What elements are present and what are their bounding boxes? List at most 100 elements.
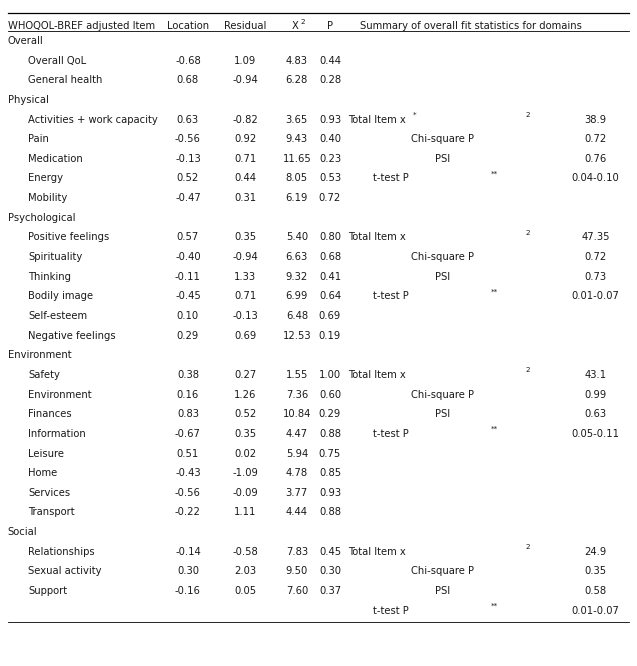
Text: 4.47: 4.47 [286, 429, 308, 439]
Text: -0.45: -0.45 [175, 292, 201, 302]
Text: 0.58: 0.58 [585, 586, 606, 596]
Text: 5.40: 5.40 [286, 232, 308, 242]
Text: 0.57: 0.57 [177, 232, 199, 242]
Text: Mobility: Mobility [28, 193, 68, 203]
Text: 0.75: 0.75 [319, 449, 341, 459]
Text: -0.82: -0.82 [233, 115, 258, 125]
Text: 0.05: 0.05 [234, 586, 256, 596]
Text: -0.11: -0.11 [175, 272, 201, 282]
Text: -0.47: -0.47 [175, 193, 201, 203]
Text: **: ** [491, 603, 498, 609]
Text: 0.52: 0.52 [234, 409, 256, 420]
Text: 0.60: 0.60 [319, 390, 341, 400]
Text: 47.35: 47.35 [582, 232, 610, 242]
Text: t-test P: t-test P [373, 606, 409, 616]
Text: Sexual activity: Sexual activity [28, 566, 101, 577]
Text: 0.30: 0.30 [177, 566, 199, 577]
Text: Negative feelings: Negative feelings [28, 331, 116, 341]
Text: 2: 2 [525, 230, 530, 236]
Text: 0.53: 0.53 [319, 174, 341, 184]
Text: General health: General health [28, 75, 103, 85]
Text: 9.50: 9.50 [286, 566, 308, 577]
Text: -0.58: -0.58 [233, 547, 258, 557]
Text: 2: 2 [525, 112, 530, 118]
Text: 0.27: 0.27 [234, 370, 256, 380]
Text: 0.23: 0.23 [319, 154, 341, 164]
Text: Transport: Transport [28, 507, 75, 517]
Text: 0.38: 0.38 [177, 370, 199, 380]
Text: **: ** [491, 289, 498, 295]
Text: Chi-square P: Chi-square P [411, 566, 474, 577]
Text: 0.69: 0.69 [319, 311, 341, 321]
Text: 0.40: 0.40 [319, 134, 341, 145]
Text: 0.35: 0.35 [585, 566, 606, 577]
Text: -0.14: -0.14 [175, 547, 201, 557]
Text: 0.99: 0.99 [585, 390, 606, 400]
Text: Information: Information [28, 429, 86, 439]
Text: Overall: Overall [8, 36, 43, 46]
Text: Relationships: Relationships [28, 547, 95, 557]
Text: Services: Services [28, 488, 70, 498]
Text: 2: 2 [525, 368, 530, 374]
Text: Activities + work capacity: Activities + work capacity [28, 115, 158, 125]
Text: 0.63: 0.63 [177, 115, 199, 125]
Text: Environment: Environment [8, 350, 71, 360]
Text: -0.13: -0.13 [175, 154, 201, 164]
Text: Summary of overall fit statistics for domains: Summary of overall fit statistics for do… [360, 21, 582, 31]
Text: 0.76: 0.76 [585, 154, 606, 164]
Text: 6.48: 6.48 [286, 311, 308, 321]
Text: 2: 2 [525, 544, 530, 550]
Text: Total Item x: Total Item x [348, 115, 406, 125]
Text: Thinking: Thinking [28, 272, 71, 282]
Text: 7.36: 7.36 [286, 390, 308, 400]
Text: **: ** [491, 171, 498, 177]
Text: 43.1: 43.1 [585, 370, 606, 380]
Text: 0.72: 0.72 [319, 193, 341, 203]
Text: 0.73: 0.73 [585, 272, 606, 282]
Text: Chi-square P: Chi-square P [411, 252, 474, 262]
Text: 6.63: 6.63 [286, 252, 308, 262]
Text: Environment: Environment [28, 390, 92, 400]
Text: Bodily image: Bodily image [28, 292, 93, 302]
Text: 0.02: 0.02 [234, 449, 256, 459]
Text: 0.68: 0.68 [319, 252, 341, 262]
Text: Self-esteem: Self-esteem [28, 311, 87, 321]
Text: 0.37: 0.37 [319, 586, 341, 596]
Text: Social: Social [8, 527, 38, 537]
Text: 1.11: 1.11 [234, 507, 257, 517]
Text: Physical: Physical [8, 95, 48, 105]
Text: 6.99: 6.99 [285, 292, 308, 302]
Text: 0.04-0.10: 0.04-0.10 [572, 174, 619, 184]
Text: 0.01-0.07: 0.01-0.07 [571, 292, 620, 302]
Text: 7.83: 7.83 [286, 547, 308, 557]
Text: 0.52: 0.52 [177, 174, 199, 184]
Text: Total Item x: Total Item x [348, 547, 406, 557]
Text: 0.72: 0.72 [585, 134, 606, 145]
Text: 0.31: 0.31 [234, 193, 256, 203]
Text: 38.9: 38.9 [585, 115, 606, 125]
Text: t-test P: t-test P [373, 174, 409, 184]
Text: 1.55: 1.55 [285, 370, 308, 380]
Text: Home: Home [28, 468, 57, 478]
Text: -0.13: -0.13 [233, 311, 258, 321]
Text: 1.09: 1.09 [234, 56, 256, 66]
Text: Overall QoL: Overall QoL [28, 56, 86, 66]
Text: 2.03: 2.03 [234, 566, 256, 577]
Text: PSI: PSI [435, 154, 450, 164]
Text: 24.9: 24.9 [585, 547, 606, 557]
Text: -0.56: -0.56 [175, 134, 201, 145]
Text: Total Item x: Total Item x [348, 370, 406, 380]
Text: 0.19: 0.19 [319, 331, 341, 341]
Text: -0.56: -0.56 [175, 488, 201, 498]
Text: Chi-square P: Chi-square P [411, 390, 474, 400]
Text: Pain: Pain [28, 134, 49, 145]
Text: Residual: Residual [224, 21, 266, 31]
Text: 0.71: 0.71 [234, 292, 256, 302]
Text: 0.71: 0.71 [234, 154, 256, 164]
Text: X: X [292, 21, 299, 31]
Text: Safety: Safety [28, 370, 60, 380]
Text: Energy: Energy [28, 174, 63, 184]
Text: 12.53: 12.53 [283, 331, 311, 341]
Text: 9.43: 9.43 [286, 134, 308, 145]
Text: Psychological: Psychological [8, 213, 75, 223]
